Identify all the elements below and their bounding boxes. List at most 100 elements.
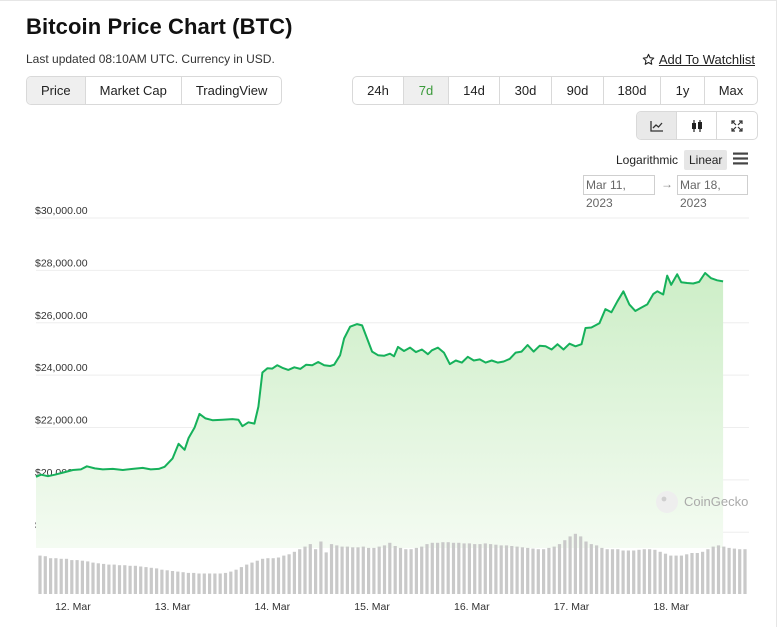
volume-bar: [308, 544, 312, 594]
volume-bar: [170, 571, 175, 594]
range-24h-button[interactable]: 24h: [353, 77, 404, 104]
range-1y-button[interactable]: 1y: [661, 77, 705, 104]
candlestick-button[interactable]: [677, 112, 717, 139]
volume-bar: [377, 546, 381, 594]
volume-bar: [335, 545, 339, 594]
volume-bar: [531, 548, 535, 594]
volume-bar: [361, 546, 365, 594]
volume-bar: [542, 549, 546, 594]
x-tick-label: 17. Mar: [554, 601, 590, 613]
range-14d-button[interactable]: 14d: [449, 77, 500, 104]
x-axis-labels: 12. Mar 13. Mar 14. Mar 15. Mar 16. Mar 17. M…: [55, 601, 689, 613]
volume-bar: [160, 569, 164, 594]
volume-bar: [292, 551, 296, 594]
volume-bar: [520, 547, 524, 594]
range-90d-button[interactable]: 90d: [552, 77, 604, 104]
tab-market-cap[interactable]: Market Cap: [86, 77, 182, 104]
line-chart-button[interactable]: [637, 112, 677, 139]
volume-bar: [478, 544, 482, 594]
page-title: Bitcoin Price Chart (BTC): [26, 14, 293, 39]
date-from-input[interactable]: Mar 11, 2023: [583, 175, 655, 210]
volume-bar: [642, 549, 646, 594]
x-tick-label: 12. Mar: [55, 601, 91, 613]
y-tick-label: $22,000.00: [35, 415, 88, 427]
volume-bar: [573, 533, 577, 594]
volume-bar: [425, 544, 429, 594]
volume-bar: [711, 546, 715, 594]
range-180d-button[interactable]: 180d: [604, 77, 661, 104]
volume-bar: [117, 565, 122, 594]
volume-bar: [600, 547, 604, 594]
hamburger-menu-icon[interactable]: [733, 152, 748, 165]
volume-bar: [568, 536, 572, 594]
volume-bar: [255, 560, 259, 594]
volume-bar: [483, 543, 487, 594]
volume-bar: [679, 555, 683, 594]
coingecko-logo-icon: [656, 491, 678, 513]
volume-bar: [139, 566, 143, 594]
volume-bar: [229, 571, 233, 594]
volume-bar: [351, 547, 355, 594]
logarithmic-scale-button[interactable]: Logarithmic: [616, 153, 679, 167]
date-to-input[interactable]: Mar 18, 2023: [677, 175, 748, 210]
volume-bar: [149, 567, 153, 594]
range-30d-button[interactable]: 30d: [500, 77, 552, 104]
tab-price[interactable]: Price: [27, 77, 86, 104]
volume-bar: [356, 547, 360, 594]
range-7d-button[interactable]: 7d: [404, 77, 449, 104]
volume-bar: [91, 562, 95, 594]
volume-bar: [261, 558, 265, 594]
volume-bar: [409, 549, 413, 594]
volume-bar: [372, 547, 376, 594]
volume-bar: [75, 560, 79, 594]
linear-scale-button[interactable]: Linear: [684, 150, 728, 170]
volume-bar: [457, 542, 461, 594]
volume-bar: [743, 549, 747, 594]
volume-bar: [579, 536, 583, 594]
add-to-watchlist-link[interactable]: Add To Watchlist: [642, 52, 755, 67]
volume-bar: [223, 572, 228, 594]
y-tick-label: $26,000.00: [35, 310, 88, 322]
volume-bar: [96, 563, 100, 594]
price-area-fill: [36, 273, 724, 548]
volume-bar: [467, 543, 471, 594]
fullscreen-button[interactable]: [717, 112, 757, 139]
volume-bar: [462, 543, 466, 594]
volume-bar: [64, 558, 69, 594]
volume-bar: [266, 558, 270, 594]
x-tick-label: 16. Mar: [454, 601, 490, 613]
volume-bar: [706, 549, 710, 594]
candlestick-icon: [691, 119, 702, 132]
coingecko-watermark: CoinGecko: [656, 491, 748, 513]
volume-bar: [489, 544, 493, 594]
range-max-button[interactable]: Max: [718, 83, 744, 98]
volume-bar: [303, 546, 307, 594]
watchlist-label: Add To Watchlist: [658, 52, 755, 67]
volume-bar: [239, 567, 243, 594]
volume-bar: [732, 548, 736, 594]
volume-bar: [80, 560, 84, 594]
time-range-selector: 24h 7d 14d 30d 90d 180d 1y Max: [352, 76, 758, 105]
volume-bar: [340, 546, 344, 594]
watermark-text: CoinGecko: [684, 494, 748, 509]
volume-bar: [526, 547, 530, 594]
volume-bar: [589, 544, 593, 594]
volume-bar: [610, 549, 615, 594]
volume-bar: [186, 572, 190, 594]
volume-bar: [605, 549, 609, 594]
volume-bar: [494, 544, 498, 594]
volume-bar: [86, 561, 90, 594]
tab-tradingview[interactable]: TradingView: [195, 83, 268, 98]
volume-bar: [648, 549, 652, 594]
volume-bar: [716, 545, 721, 594]
volume-bar: [653, 549, 657, 594]
x-tick-label: 18. Mar: [653, 601, 689, 613]
star-icon: [642, 53, 655, 65]
volume-bar: [245, 564, 249, 594]
price-chart[interactable]: $18,000.00$20,000.00$22,000.00$24,000.00…: [0, 200, 777, 627]
volume-bar: [547, 547, 551, 594]
volume-bar: [420, 546, 424, 594]
volume-bar: [54, 558, 58, 594]
volume-bar: [367, 547, 371, 594]
volume-bar: [595, 545, 599, 594]
